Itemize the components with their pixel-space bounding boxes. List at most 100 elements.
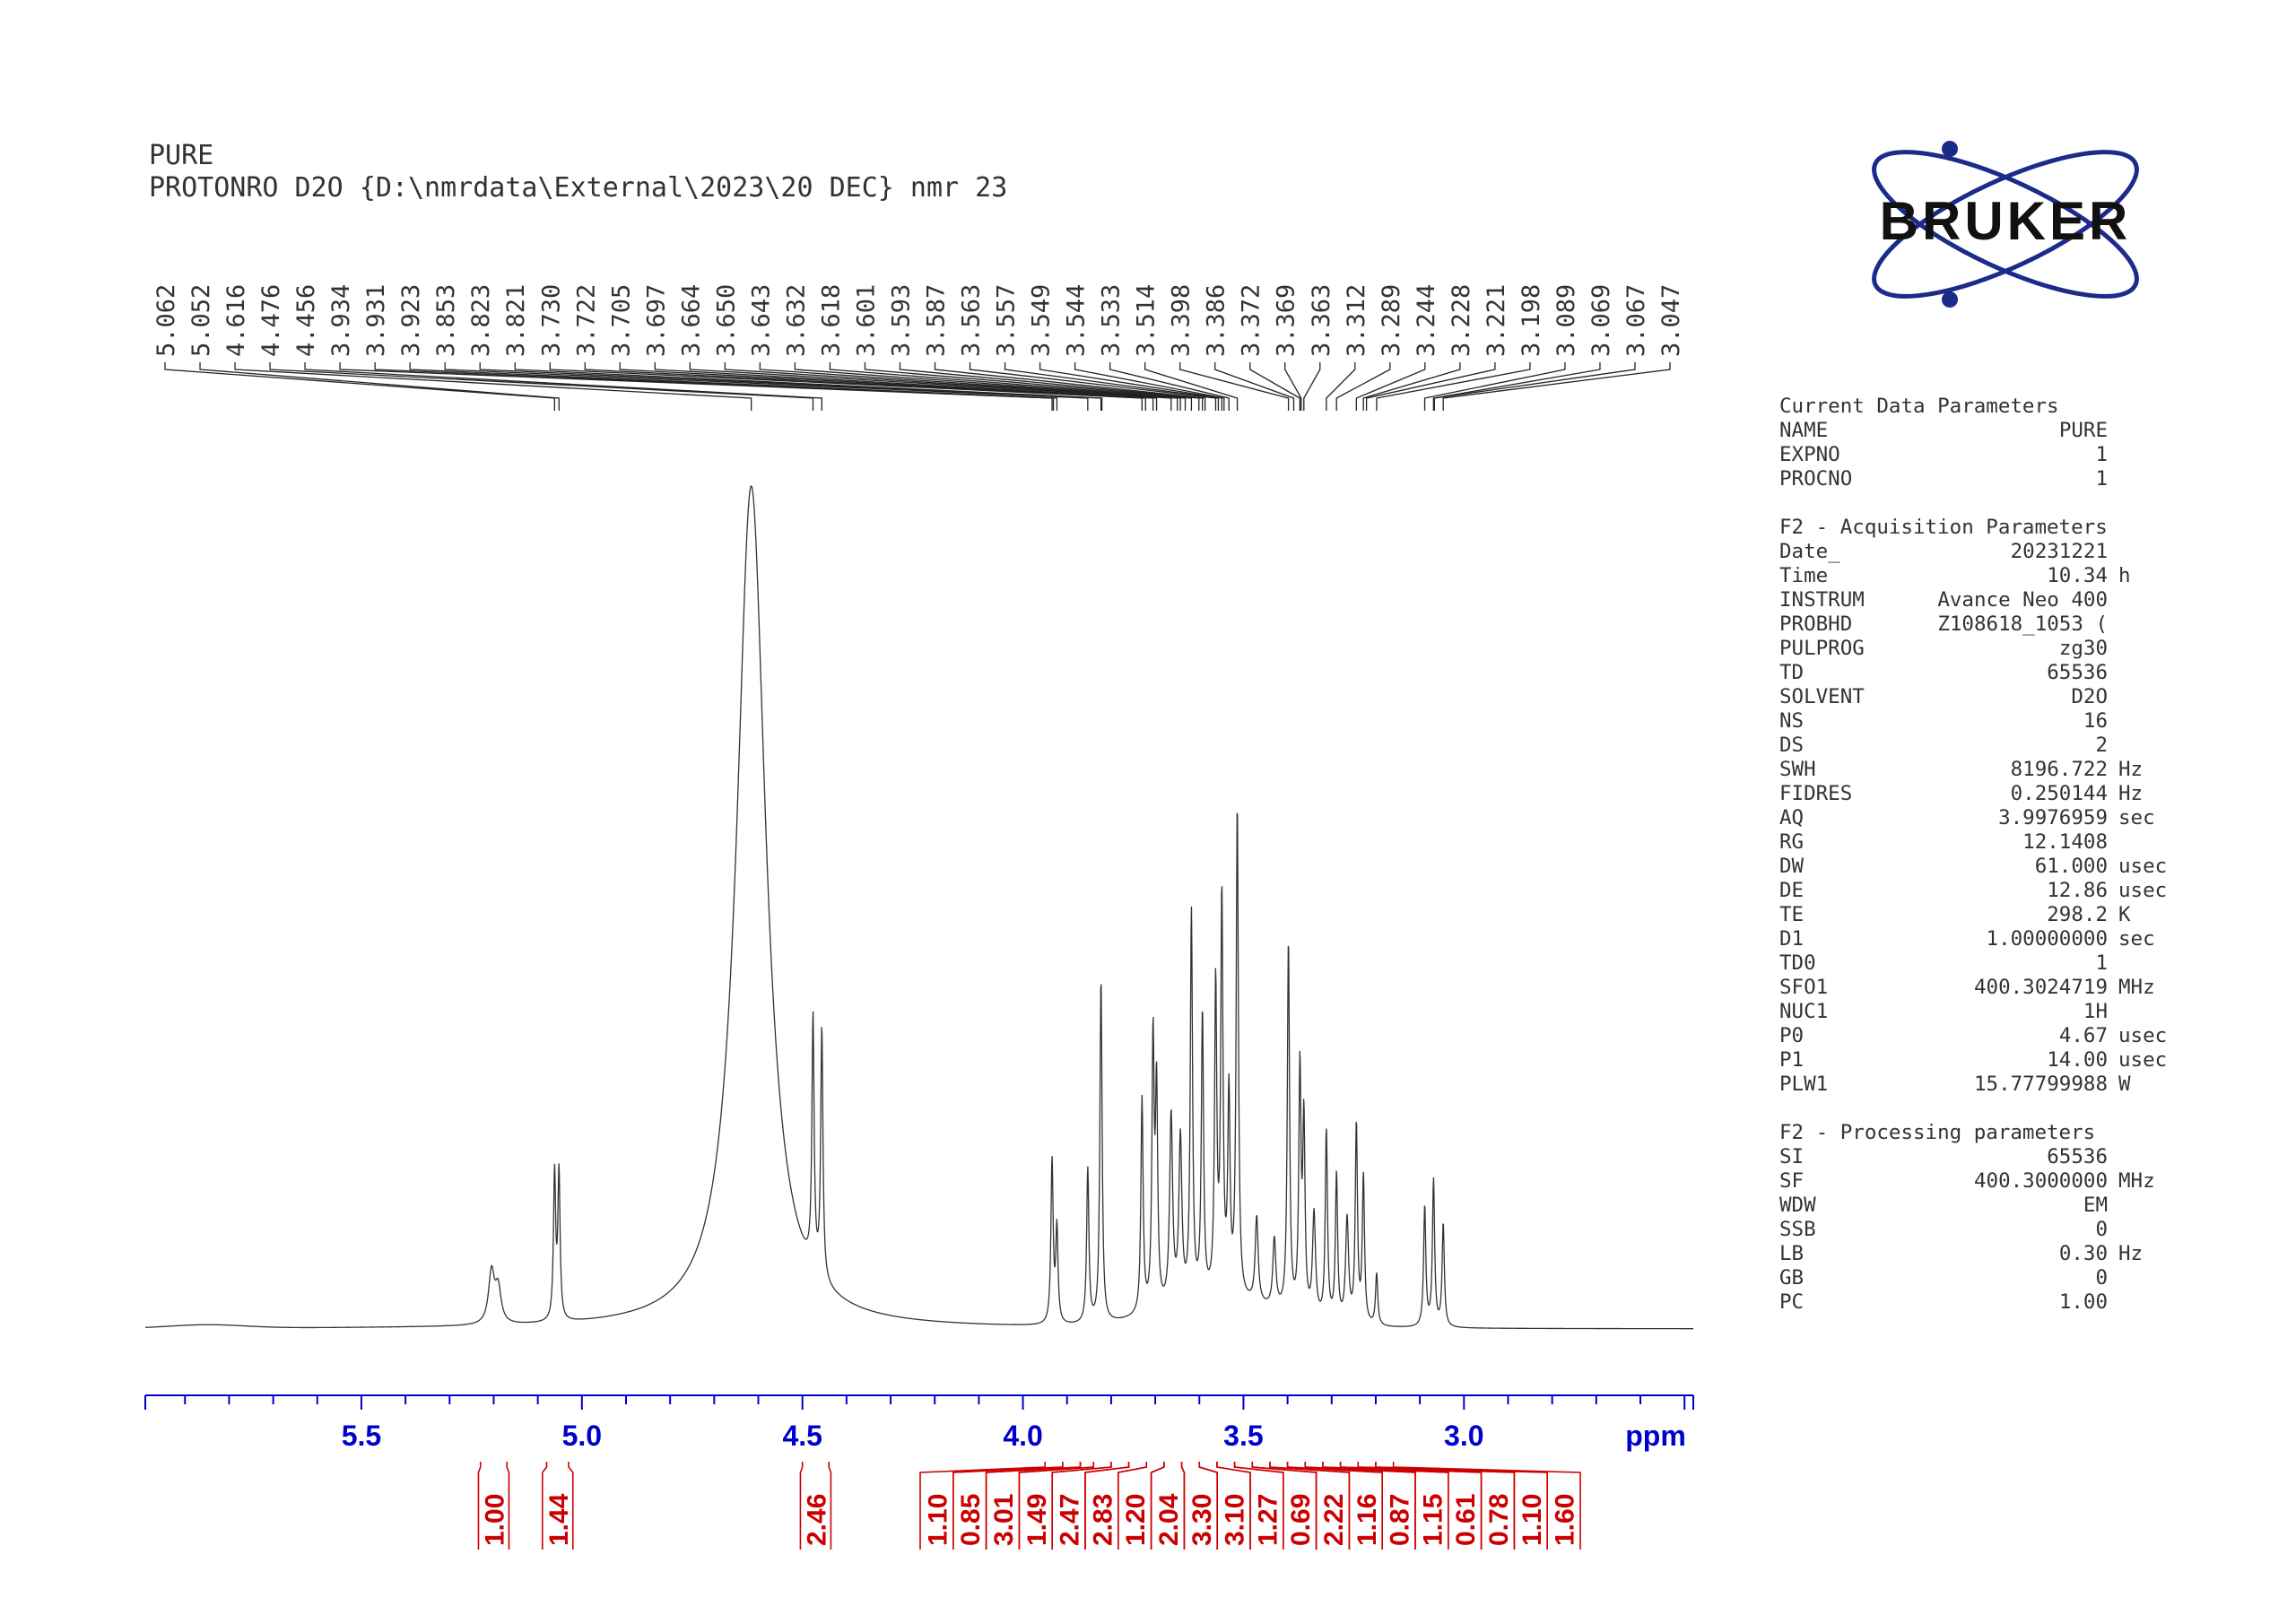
integral-value: 2.22 [1319,1494,1349,1546]
parameter-name: PLW1 [1779,1073,1829,1096]
peak-label: 3.730 [537,284,565,357]
peak-label: 3.312 [1343,284,1370,357]
integral-bracket-left [1051,1462,1112,1550]
parameter-name: SOLVENT [1779,685,1865,708]
peak-label: 4.616 [222,284,250,357]
peak-label: 3.722 [572,284,600,357]
peak-leader-line [1355,362,1426,411]
parameter-value: 2 [2095,734,2108,757]
x-tick-label: 3.5 [1223,1420,1263,1452]
peak-label: 3.533 [1098,284,1126,357]
peak-leader-line [899,362,1204,411]
integral-value: 1.10 [1518,1494,1547,1546]
peak-label: 3.934 [327,284,355,357]
parameter-value: Avance Neo 400 [1937,588,2108,612]
parameter-value: 4.67 [2058,1024,2108,1047]
peak-leader-line [969,362,1217,411]
peak-label: 3.067 [1622,284,1650,357]
peak-label: 5.062 [152,284,180,357]
parameter-name: PC [1779,1290,1805,1314]
peak-label: 3.931 [362,284,390,357]
parameter-value: 10.34 [2047,564,2108,587]
parameter-name: SI [1779,1145,1805,1168]
peak-leader-line [1433,362,1636,411]
integral-value: 1.27 [1253,1494,1283,1546]
peak-leader-line [1326,362,1356,411]
parameter-value: 0.250144 [2010,782,2108,805]
peak-label: 3.089 [1552,284,1580,357]
integral-bracket-left [1084,1462,1130,1550]
integral-bracket-left [1269,1462,1351,1550]
peak-label: 3.705 [607,284,635,357]
integral-bracket-right [506,1462,510,1550]
integral-bracket-right [1392,1462,1581,1550]
peak-label: 3.363 [1308,284,1335,357]
parameter-name: DS [1779,734,1805,757]
bruker-logo: BRUKER [1872,141,2139,308]
integral-bracket-left [1286,1462,1383,1550]
parameter-name: P0 [1779,1024,1805,1047]
ppm-axis: 5.5 5.0 4.5 4.0 3.5 3.0 ppm [144,1394,1694,1452]
peak-label: 3.823 [467,284,495,357]
integral-value: 0.85 [956,1494,986,1546]
peak-leader-line [584,362,1146,411]
integral-value: 1.15 [1418,1494,1448,1546]
integral-value: 1.44 [544,1493,574,1546]
spectrum-title: PURE [149,140,214,171]
peak-label: 3.047 [1657,284,1685,357]
peak-leader-line [1376,362,1531,411]
parameter-value: 400.3024719 [1973,976,2108,999]
peak-leader-line [164,362,555,411]
peak-label: 3.549 [1028,284,1056,357]
peak-label: 3.244 [1413,284,1440,357]
parameter-section-title: F2 - Acquisition Parameters [1779,516,2108,539]
peak-leader-line [479,362,1102,411]
integral-value: 2.04 [1154,1493,1184,1546]
parameter-unit: sec [2118,806,2155,829]
parameter-name: FIDRES [1779,782,1853,805]
parameter-name: PULPROG [1779,637,1865,660]
peak-label: 3.821 [502,284,530,357]
peak-label: 3.398 [1168,284,1196,357]
trace-layer [144,485,1693,1330]
x-tick-label: 4.5 [782,1420,822,1452]
bruker-orbit-icon [1872,150,2139,299]
parameter-name: AQ [1779,806,1805,829]
parameter-value: 0 [2095,1218,2108,1241]
peak-label: 3.563 [958,284,986,357]
integral-bracket-left [1251,1462,1318,1550]
parameter-name: SF [1779,1169,1805,1193]
x-tick-label: 4.0 [1003,1420,1042,1452]
parameter-value: 0 [2095,1266,2108,1290]
peak-leader-line [1303,362,1321,411]
peak-leader-line [1109,362,1230,411]
peak-label: 3.198 [1518,284,1545,357]
peak-leader-line [1144,362,1239,411]
integral-bracket-left [985,1462,1082,1550]
integral-value: 2.83 [1088,1494,1118,1546]
x-tick-label: 5.0 [562,1420,602,1452]
integral-value: 1.00 [480,1494,509,1546]
integral-bracket-left [1150,1462,1165,1550]
peak-label: 3.853 [432,284,460,357]
peak-label: 3.289 [1378,284,1405,357]
parameter-unit: usec [2118,855,2168,878]
peak-leader-line [829,362,1193,411]
parameter-value: 1 [2095,951,2108,975]
integral-bracket-left [919,1462,1046,1550]
peak-leader-line [724,362,1178,411]
parameter-name: NS [1779,709,1805,733]
peak-leader-line [1365,362,1496,411]
integral-value: 0.78 [1484,1494,1514,1546]
integral-bracket-left [1018,1462,1095,1550]
peak-label: 3.514 [1133,284,1161,357]
x-tick-label: 5.5 [342,1420,381,1452]
peak-label: 3.587 [923,284,951,357]
peak-leader-line [1249,362,1301,411]
parameter-name: LB [1779,1242,1805,1265]
integral-bracket-left [799,1462,804,1550]
parameter-value: 1.00000000 [1986,927,2108,951]
parameter-name: PROCNO [1779,467,1853,491]
peak-label: 3.593 [887,284,915,357]
parameter-unit: MHz [2118,1169,2155,1193]
